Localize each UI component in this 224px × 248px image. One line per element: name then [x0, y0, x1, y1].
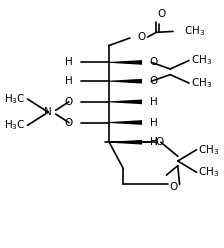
Text: N: N — [44, 107, 52, 117]
Text: CH$_3$: CH$_3$ — [191, 54, 212, 67]
Text: H$_3$C: H$_3$C — [4, 118, 26, 132]
Text: O: O — [137, 32, 145, 42]
Text: O: O — [157, 9, 165, 19]
Text: H: H — [150, 137, 157, 147]
Text: O: O — [64, 118, 73, 127]
Text: H: H — [65, 76, 73, 86]
Polygon shape — [109, 140, 142, 145]
Text: H: H — [150, 137, 157, 147]
Polygon shape — [109, 79, 142, 84]
Text: H: H — [150, 118, 157, 127]
Text: CH$_3$: CH$_3$ — [198, 143, 220, 157]
Text: CH$_3$: CH$_3$ — [191, 76, 212, 90]
Text: H: H — [65, 57, 73, 67]
Text: H: H — [150, 97, 157, 107]
Polygon shape — [109, 120, 142, 125]
Text: O: O — [150, 76, 158, 86]
Text: H$_3$C: H$_3$C — [4, 92, 26, 106]
Text: O: O — [155, 137, 164, 147]
Polygon shape — [109, 99, 142, 104]
Text: O: O — [170, 182, 178, 192]
Text: CH$_3$: CH$_3$ — [184, 25, 206, 38]
Text: CH$_3$: CH$_3$ — [198, 165, 220, 179]
Text: O: O — [150, 57, 158, 67]
Text: O: O — [64, 97, 73, 107]
Polygon shape — [109, 60, 142, 65]
